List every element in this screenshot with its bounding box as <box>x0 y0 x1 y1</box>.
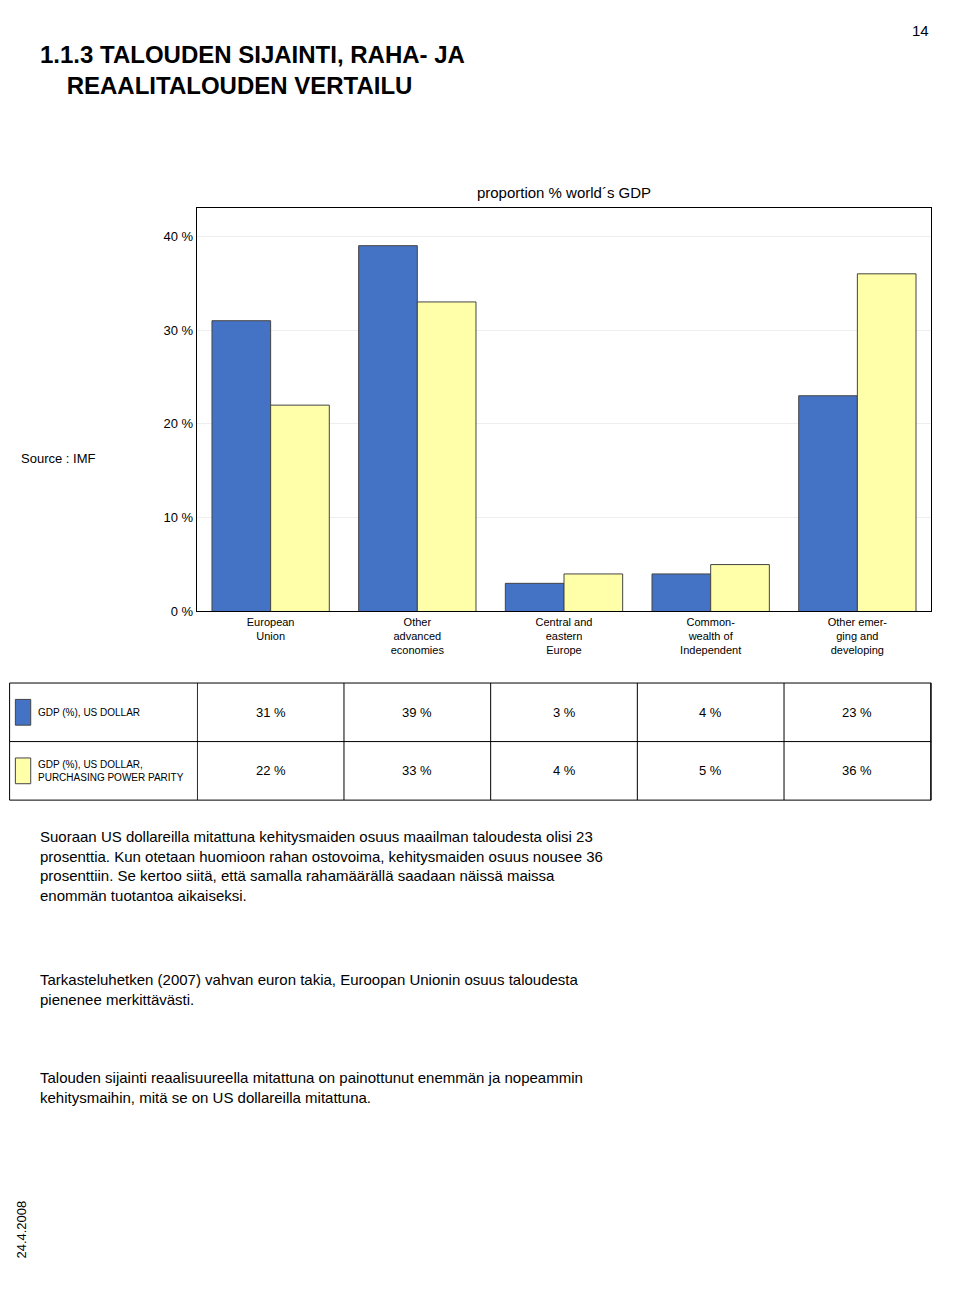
svg-text:36 %: 36 % <box>842 763 872 778</box>
svg-text:Central andeasternEurope: Central andeasternEurope <box>536 616 593 657</box>
svg-text:39 %: 39 % <box>402 705 432 720</box>
svg-text:5 %: 5 % <box>699 763 722 778</box>
svg-text:24.4.2008: 24.4.2008 <box>14 1201 29 1259</box>
svg-text:31 %: 31 % <box>256 705 286 720</box>
svg-text:Suoraan US dollareilla mitattu: Suoraan US dollareilla mitattuna kehitys… <box>40 828 603 904</box>
svg-text:GDP (%), US DOLLAR,PURCHASING: GDP (%), US DOLLAR,PURCHASING POWER PARI… <box>38 759 184 783</box>
svg-text:14: 14 <box>912 22 929 39</box>
svg-text:22 %: 22 % <box>256 763 286 778</box>
svg-text:Common-wealth ofIndependent: Common-wealth ofIndependent <box>680 616 741 657</box>
svg-text:EuropeanUnion: EuropeanUnion <box>247 616 295 642</box>
svg-text:Tarkasteluhetken (2007) vahvan: Tarkasteluhetken (2007) vahvan euron tak… <box>40 971 579 1008</box>
svg-text:3 %: 3 % <box>553 705 576 720</box>
svg-text:33 %: 33 % <box>402 763 432 778</box>
svg-text:Talouden sijainti reaalisuuree: Talouden sijainti reaalisuureella mitatt… <box>40 1069 583 1106</box>
svg-text:23 %: 23 % <box>842 705 872 720</box>
svg-text:proportion % world´s GDP: proportion % world´s GDP <box>477 184 651 201</box>
svg-text:Otheradvancedeconomies: Otheradvancedeconomies <box>391 616 445 657</box>
svg-text:4 %: 4 % <box>553 763 576 778</box>
svg-text:20 %: 20 % <box>164 416 194 431</box>
svg-text:Other emer-ging anddeveloping: Other emer-ging anddeveloping <box>828 616 888 657</box>
svg-text:Source : IMF: Source : IMF <box>21 451 95 466</box>
svg-text:GDP (%), US DOLLAR: GDP (%), US DOLLAR <box>38 707 140 718</box>
svg-text:40 %: 40 % <box>164 229 194 244</box>
svg-text:30 %: 30 % <box>164 323 194 338</box>
svg-text:10 %: 10 % <box>164 510 194 525</box>
svg-text:1.1.3 TALOUDEN SIJAINTI, RAHA-: 1.1.3 TALOUDEN SIJAINTI, RAHA- JA REAALI… <box>40 41 465 99</box>
svg-text:4 %: 4 % <box>699 705 722 720</box>
svg-text:0 %: 0 % <box>171 604 194 619</box>
